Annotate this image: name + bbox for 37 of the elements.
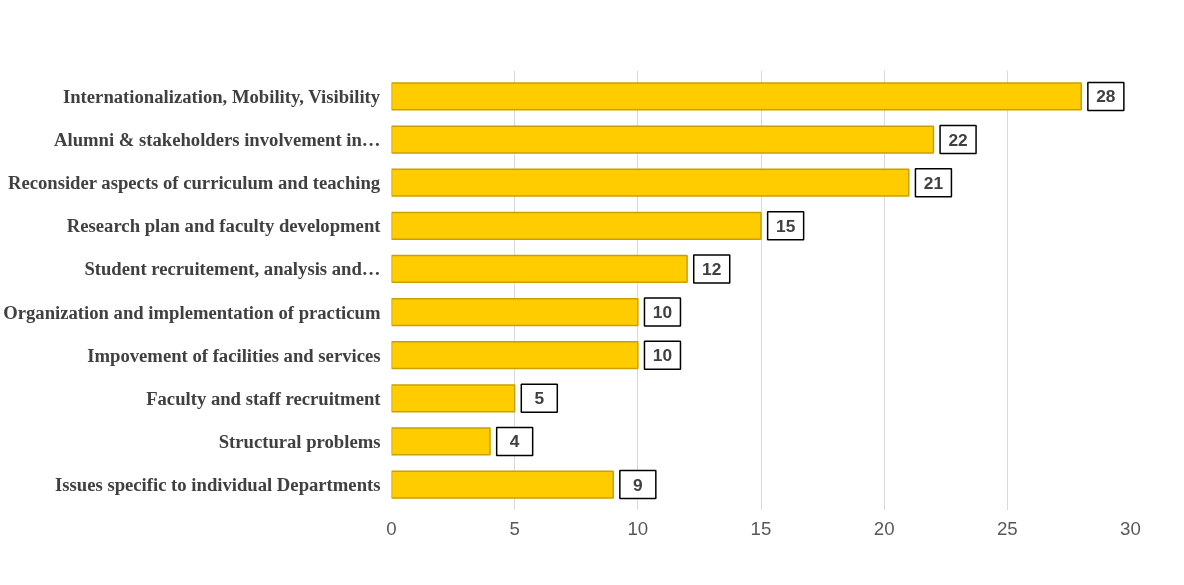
- bar: [391, 470, 614, 499]
- x-tick-label: 5: [509, 517, 520, 539]
- y-tick-label: Impovement of facilities and services: [87, 344, 381, 366]
- bar: [391, 125, 935, 154]
- data-label: 28: [1096, 86, 1116, 107]
- data-label: 9: [633, 474, 643, 495]
- data-label: 22: [948, 129, 968, 150]
- data-label: 10: [652, 302, 673, 323]
- bar: [391, 168, 910, 197]
- y-tick-label: Structural problems: [218, 430, 381, 452]
- y-tick-label: Alumni & stakeholders involvement in…: [54, 129, 381, 151]
- y-tick-label: Research plan and faculty development: [66, 215, 382, 237]
- x-tick-label: 30: [1120, 517, 1141, 539]
- bar: [391, 82, 1082, 111]
- y-tick-label: Internationalization, Mobility, Visibility: [62, 85, 381, 107]
- data-label: 21: [923, 172, 944, 193]
- data-label: 5: [534, 388, 545, 409]
- data-label: 15: [776, 215, 796, 236]
- bar: [391, 211, 762, 240]
- y-tick-label: Student recruitement, analysis and…: [84, 258, 381, 280]
- x-tick-label: 15: [750, 517, 772, 539]
- y-tick-label: Issues specific to individual Departments: [55, 474, 381, 496]
- data-label: 12: [702, 258, 722, 279]
- data-label: 4: [509, 431, 520, 452]
- x-tick-label: 0: [386, 517, 397, 539]
- x-tick-label: 20: [873, 517, 895, 539]
- data-label: 10: [652, 345, 673, 366]
- x-tick-label: 10: [627, 517, 649, 539]
- bar: [391, 384, 516, 413]
- bar: [391, 254, 688, 284]
- bar: [391, 297, 639, 327]
- y-tick-label: Organization and implementation of practicum: [3, 301, 381, 323]
- y-tick-label: Faculty and staff recruitment: [146, 387, 382, 409]
- bar: [391, 427, 491, 456]
- bar: [391, 341, 639, 370]
- y-tick-label: Reconsider aspects of curriculum and teaching: [7, 172, 381, 194]
- x-tick-label: 25: [996, 517, 1018, 539]
